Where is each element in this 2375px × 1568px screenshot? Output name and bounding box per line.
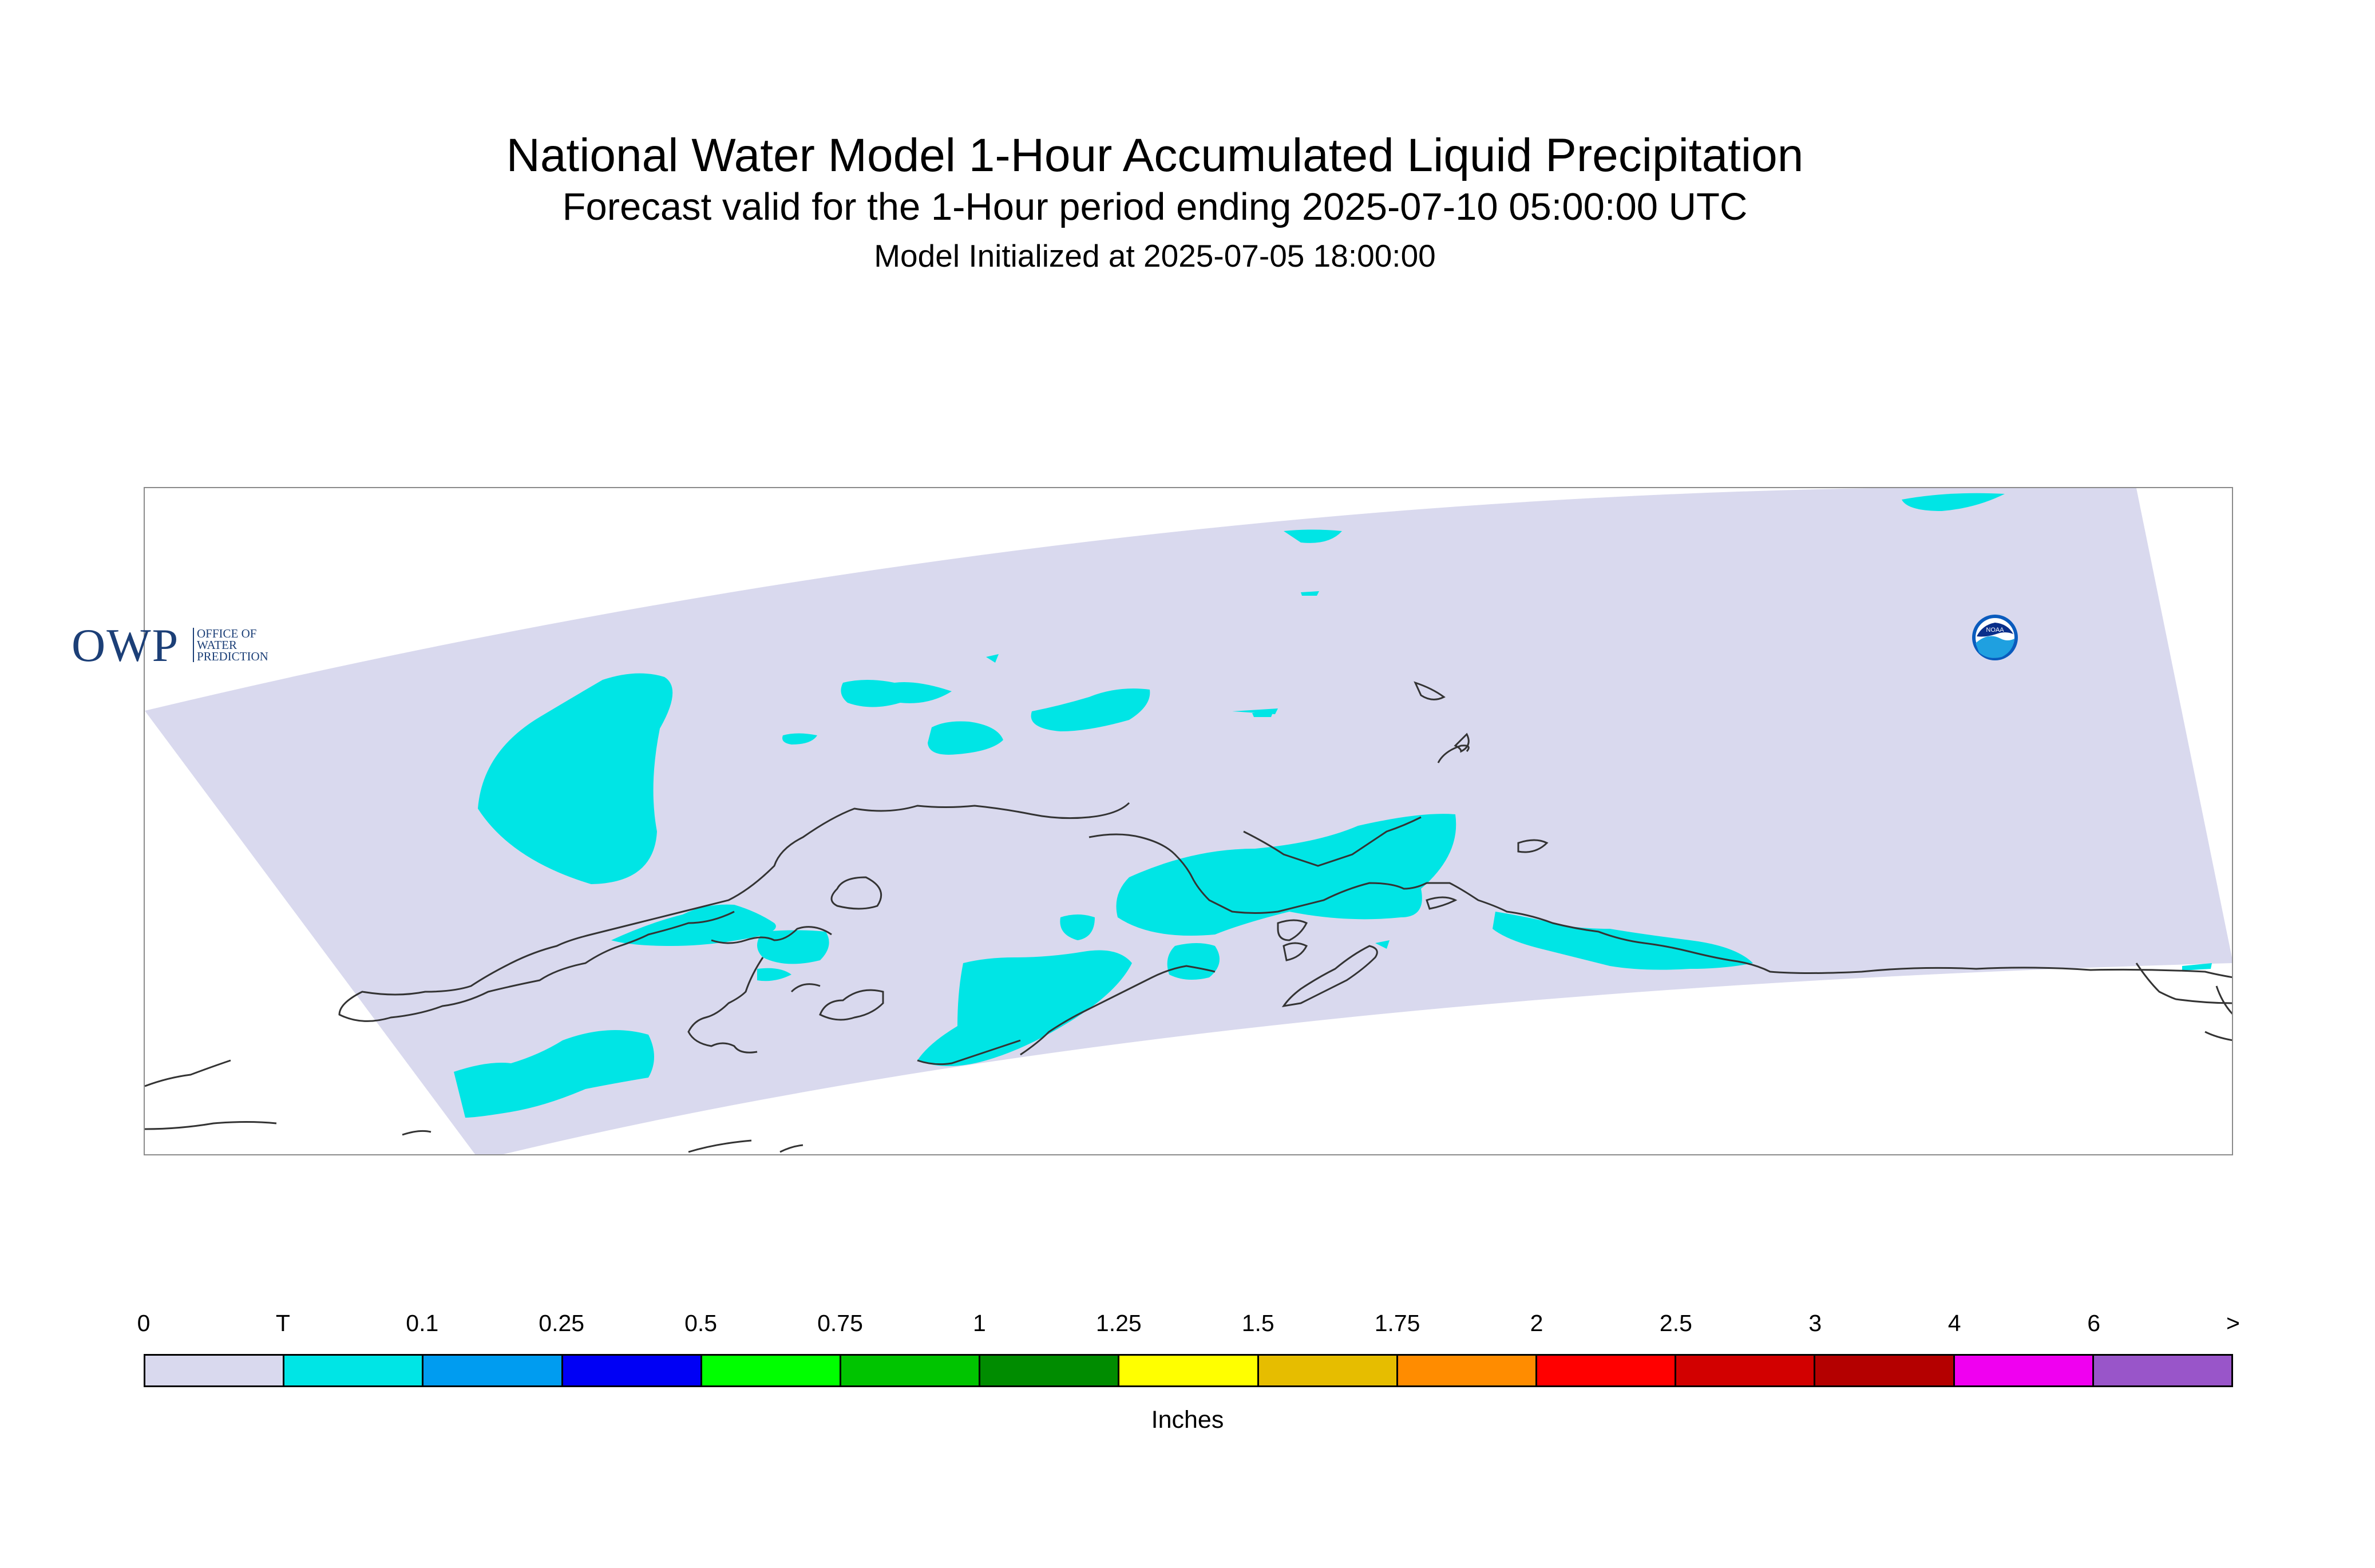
legend-label: > xyxy=(2226,1310,2240,1336)
coastline xyxy=(688,1139,752,1153)
map-panel xyxy=(144,487,2233,1155)
legend-label: 2 xyxy=(1530,1310,1543,1336)
legend-swatch xyxy=(1954,1356,2094,1385)
coastline xyxy=(338,802,1130,1022)
legend-label: 3 xyxy=(1808,1310,1822,1336)
coastline xyxy=(1088,833,2232,979)
coastline xyxy=(145,1059,231,1087)
precip-area xyxy=(1284,529,1342,543)
legend-label: 0.75 xyxy=(817,1310,863,1336)
legend-label: 1.5 xyxy=(1241,1310,1274,1336)
coastline xyxy=(1277,919,1308,941)
coastline xyxy=(1517,839,1549,853)
map-canvas xyxy=(145,488,2232,1154)
precip-area xyxy=(2182,963,2212,971)
legend-units: Inches xyxy=(1151,1406,1224,1434)
legend-label: 2.5 xyxy=(1659,1310,1692,1336)
precip-area xyxy=(1106,707,1118,712)
coastline xyxy=(779,1144,803,1153)
precip-area xyxy=(611,904,776,946)
coastline xyxy=(1437,745,1470,763)
coastline xyxy=(1454,732,1470,753)
legend-label: 0.1 xyxy=(406,1310,439,1336)
precip-area xyxy=(1116,814,1456,936)
coastline xyxy=(1282,942,1308,961)
legend-swatch xyxy=(1815,1356,1955,1385)
coastline xyxy=(402,1130,432,1136)
map-title: National Water Model 1-Hour Accumulated … xyxy=(506,129,1804,181)
coastline xyxy=(711,926,832,944)
precip-area xyxy=(1493,912,1753,970)
precip-area xyxy=(928,721,1003,755)
legend-label: 0 xyxy=(137,1310,151,1336)
precip-area xyxy=(1375,940,1390,949)
coastline xyxy=(917,1039,1021,1066)
precip-area xyxy=(1060,914,1095,940)
coastline xyxy=(687,957,764,1054)
noaa-logo: NOAA xyxy=(1972,615,2018,660)
precip-area xyxy=(1031,688,1150,731)
precip-area xyxy=(917,950,1132,1066)
precip-area xyxy=(1167,943,1220,980)
legend-swatch xyxy=(980,1356,1120,1385)
coastline xyxy=(1243,816,1422,867)
coastline xyxy=(819,989,884,1021)
coastline xyxy=(2215,985,2232,1015)
precip-area xyxy=(782,733,817,745)
model-domain xyxy=(145,488,2232,1154)
legend-swatch xyxy=(2093,1356,2232,1385)
coastline xyxy=(2135,963,2232,1004)
legend-swatch xyxy=(1258,1356,1398,1385)
legend-swatch xyxy=(284,1356,424,1385)
precip-area xyxy=(757,968,791,981)
coastline xyxy=(145,1121,277,1130)
legend-swatch xyxy=(145,1356,285,1385)
owp-logo-text: OFFICE OF WATER PREDICTION xyxy=(193,628,268,663)
init-subtitle: Model Initialized at 2025-07-05 18:00:00 xyxy=(874,238,1436,274)
legend-swatch xyxy=(702,1356,842,1385)
coastline xyxy=(2204,1031,2232,1042)
coastline xyxy=(1414,681,1446,700)
legend-label: 1.75 xyxy=(1374,1310,1420,1336)
legend-label: 6 xyxy=(2087,1310,2100,1336)
legend-labels: 0 T 0.1 0.25 0.5 0.75 1 1.25 1.5 1.75 2 2.5 3 4 6 > xyxy=(137,1308,2240,1343)
precip-area xyxy=(1902,493,2005,511)
precip-area xyxy=(1232,708,1278,714)
legend-swatch xyxy=(841,1356,981,1385)
forecast-subtitle: Forecast valid for the 1-Hour period end… xyxy=(562,185,1748,228)
legend-label: 0.5 xyxy=(684,1310,718,1336)
coastline xyxy=(830,876,882,910)
precip-area xyxy=(454,1030,654,1118)
legend-label: T xyxy=(275,1310,290,1336)
coastline xyxy=(1281,945,1378,1008)
precip-area xyxy=(986,654,999,663)
precip-area xyxy=(841,680,952,707)
coastline xyxy=(790,983,821,993)
coastline xyxy=(1426,896,1458,910)
legend-label: 4 xyxy=(1948,1310,1961,1336)
legend-swatch xyxy=(563,1356,702,1385)
precip-areas xyxy=(454,493,2212,1118)
legend-swatch xyxy=(423,1356,563,1385)
legend-swatch xyxy=(1398,1356,1538,1385)
legend-swatch xyxy=(1676,1356,1816,1385)
coastline xyxy=(1020,965,1216,1056)
precip-area xyxy=(757,930,829,964)
legend-swatch xyxy=(1537,1356,1677,1385)
owp-logo-mark: OWP xyxy=(72,619,180,671)
precip-area xyxy=(1301,591,1319,596)
legend-colorbar xyxy=(144,1354,2233,1387)
legend-label: 0.25 xyxy=(539,1310,585,1336)
precip-area xyxy=(478,673,673,884)
legend-label: 1 xyxy=(972,1310,986,1336)
legend-swatch xyxy=(1119,1356,1259,1385)
noaa-logo-text: NOAA xyxy=(1986,627,2004,633)
legend-label: 1.25 xyxy=(1095,1310,1142,1336)
coastlines xyxy=(145,681,2232,1153)
